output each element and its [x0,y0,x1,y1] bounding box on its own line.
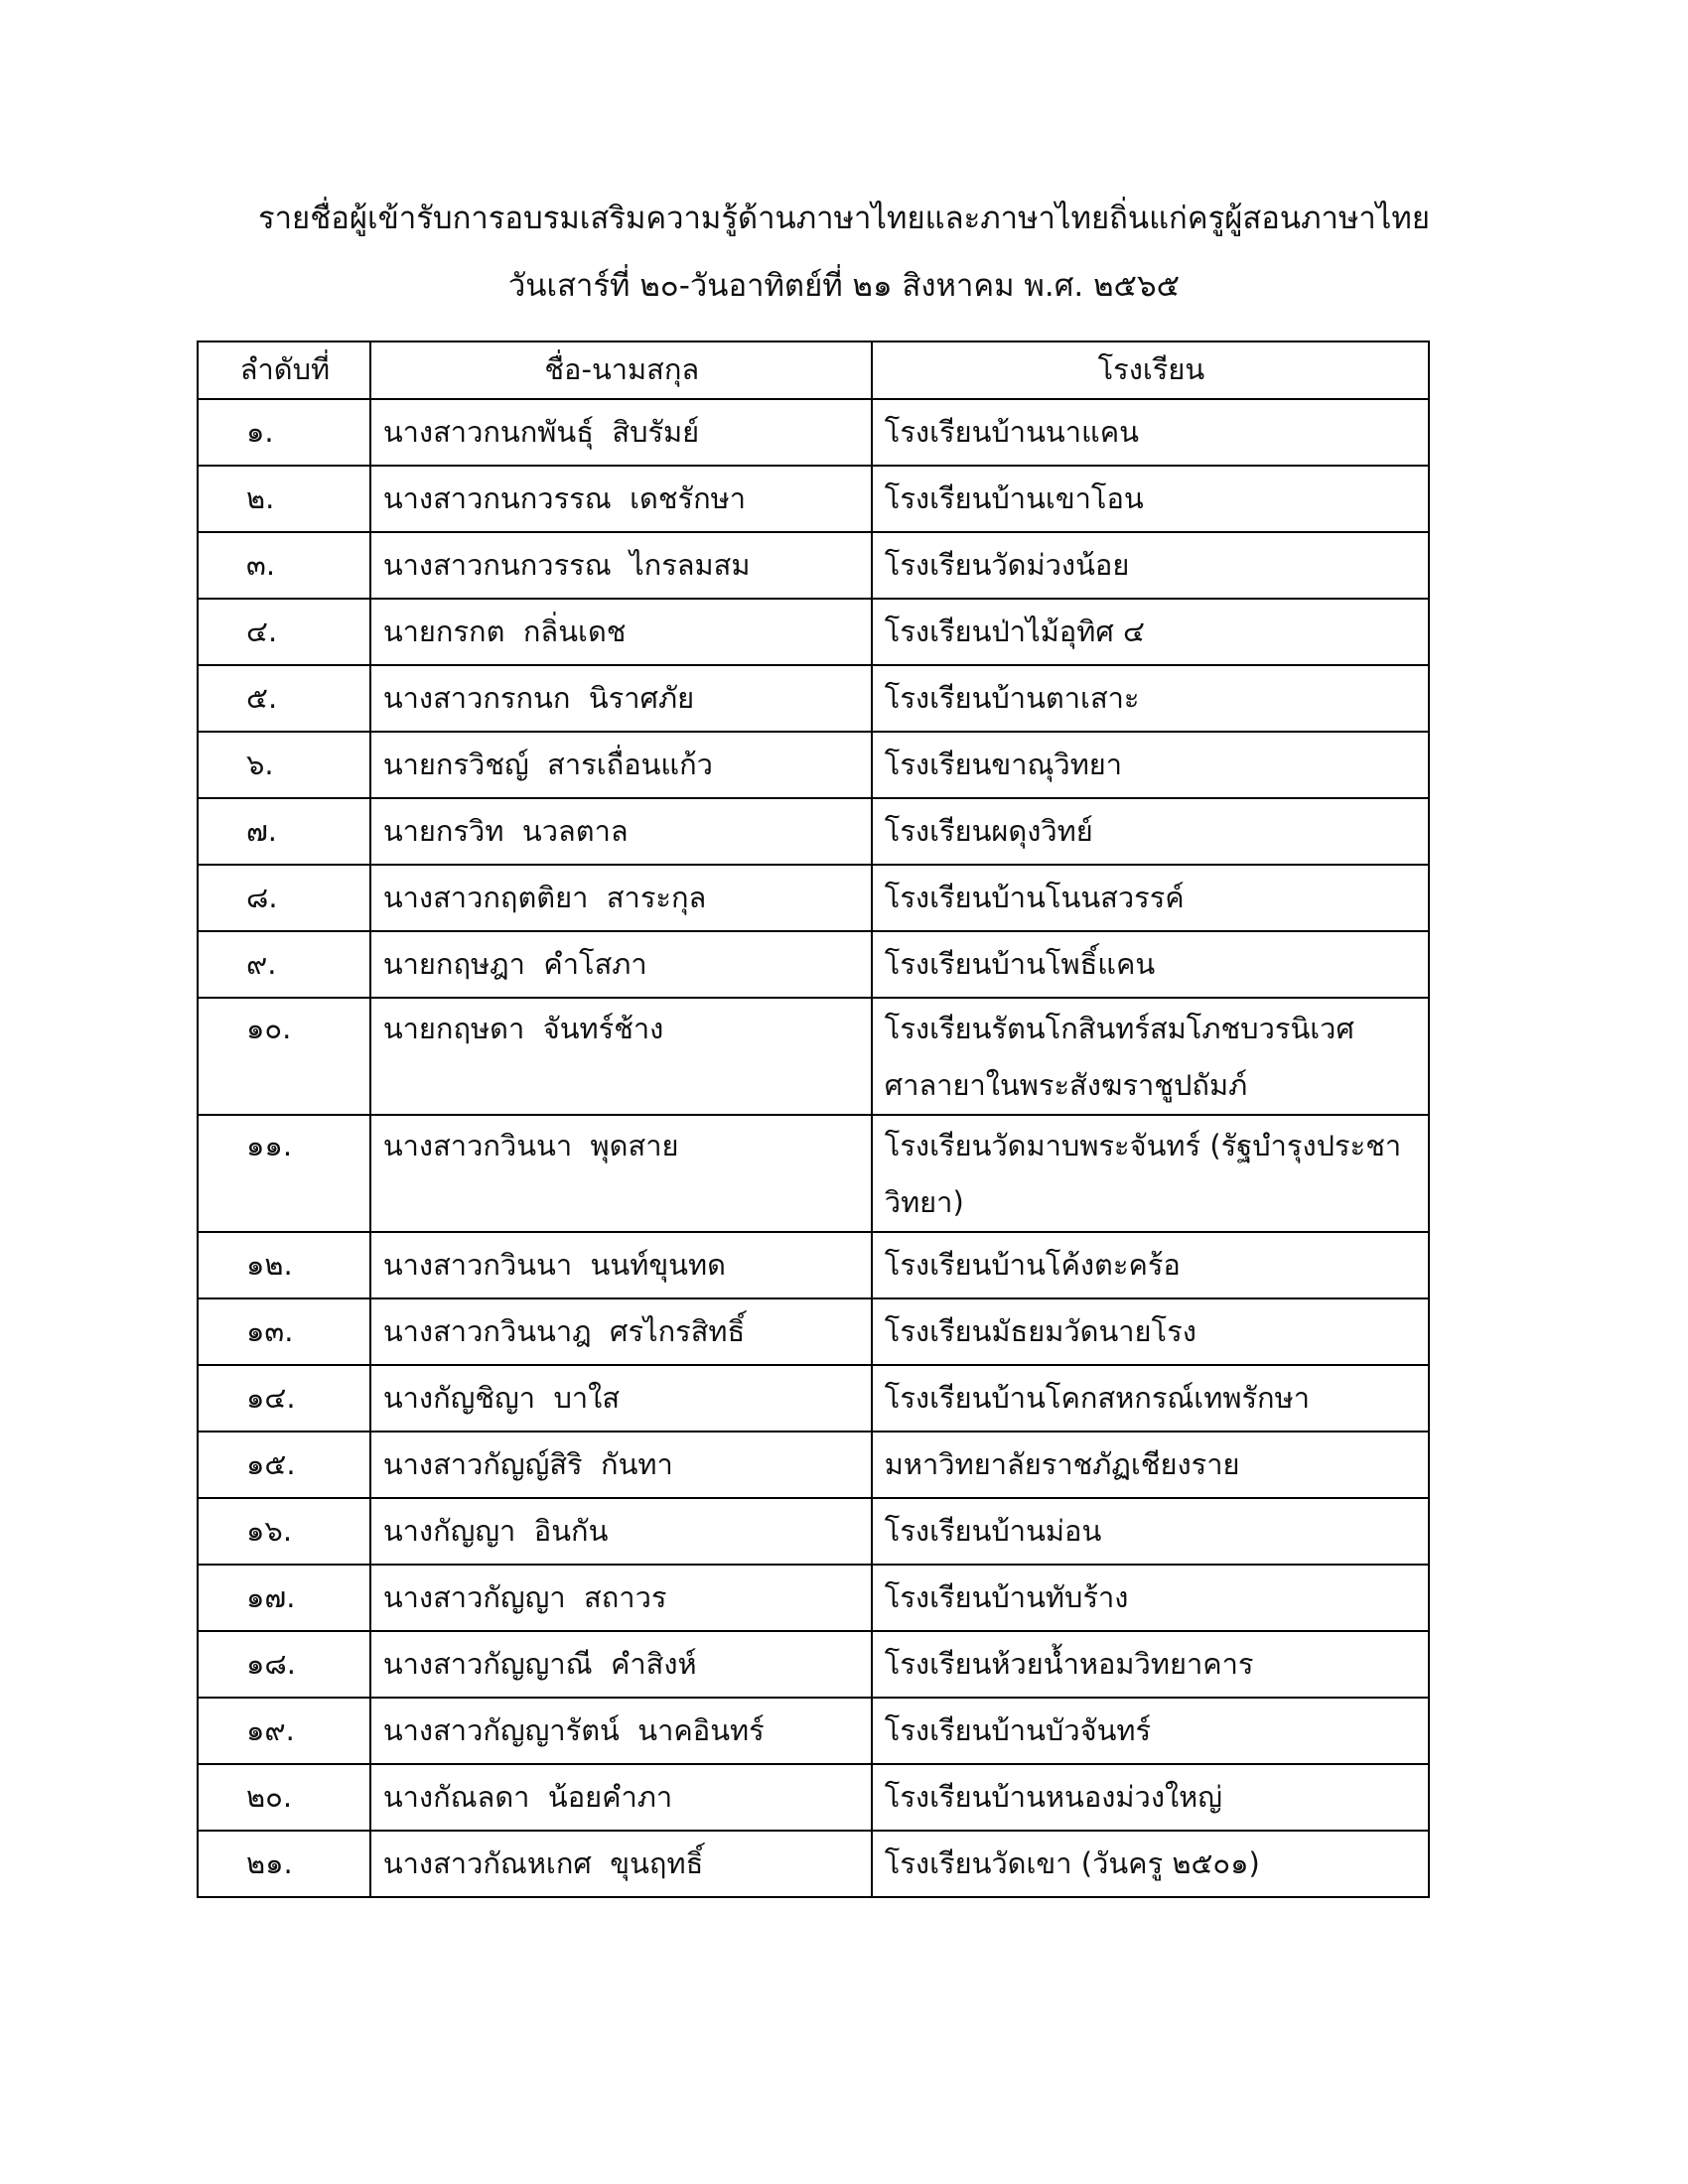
table-row: ๓. นางสาวกนกวรรณ ไกรลมสม โรงเรียนวัดม่วงน้… [197,531,1431,600]
column-header-school: โรงเรียน [870,341,1431,400]
document-title: รายชื่อผู้เข้ารับการอบรมเสริมความรู้ด้าน… [258,201,1430,236]
table-row: ๘. นางสาวกฤตติยา สาระกุล โรงเรียนบ้านโนนสว… [197,864,1431,932]
row-number: ๙. [197,930,371,999]
school-name: โรงเรียนบ้านโนนสวรรค์ [870,864,1431,932]
school-name: โรงเรียนขาณุวิทยา [870,731,1431,799]
school-name: โรงเรียนบ้านตาเสาะ [870,664,1431,733]
table-row: ๑๙. นางสาวกัญญารัตน์ นาคอินทร์ โรงเรียนบ้า… [197,1697,1431,1765]
school-name: โรงเรียนวัดเขา (วันครู ๒๕๐๑) [870,1830,1431,1898]
school-name: โรงเรียนบ้านหนองม่วงใหญ่ [870,1763,1431,1832]
participant-name: นางสาวกัญญ์สิริ กันทา [368,1431,873,1499]
column-header-number: ลำดับที่ [197,341,371,400]
school-name: โรงเรียนบ้านม่อน [870,1497,1431,1566]
participant-name: นางกัญญา อินกัน [368,1497,873,1566]
row-number: ๑๐. [197,997,371,1116]
participant-name: นายกรวิชญ์ สารเถื่อนแก้ว [368,731,873,799]
school-name: โรงเรียนห้วยน้ำหอมวิทยาคาร [870,1630,1431,1699]
row-number: ๔. [197,598,371,666]
table-row: ๑๘. นางสาวกัญญาณี คำสิงห์ โรงเรียนห้วยน้ำห… [197,1630,1431,1699]
participant-name: นางกัณลดา น้อยคำภา [368,1763,873,1832]
table-row: ๑๕. นางสาวกัญญ์สิริ กันทา มหาวิทยาลัยราชภั… [197,1431,1431,1499]
participant-name: นายกรกต กลิ่นเดช [368,598,873,666]
participants-table: ลำดับที่ ชื่อ-นามสกุล โรงเรียน ๑. นางสาวก… [197,341,1431,1898]
school-name: โรงเรียนรัตนโกสินทร์สมโภชบวรนิเวศศาลายาใ… [870,997,1431,1116]
row-number: ๖. [197,731,371,799]
school-name: โรงเรียนผดุงวิทย์ [870,797,1431,866]
row-number: ๗. [197,797,371,866]
participant-name: นางสาวกวินนา นนท์ขุนทด [368,1231,873,1299]
school-name: โรงเรียนบ้านโคกสหกรณ์เทพรักษา [870,1364,1431,1433]
participant-name: นางสาวกัญญารัตน์ นาคอินทร์ [368,1697,873,1765]
row-number: ๕. [197,664,371,733]
school-name: โรงเรียนบ้านนาแคน [870,398,1431,467]
participant-name: นางกัญชิญา บาใส [368,1364,873,1433]
row-number: ๑๓. [197,1297,371,1366]
table-row: ๑๒. นางสาวกวินนา นนท์ขุนทด โรงเรียนบ้านโค้… [197,1231,1431,1299]
participant-name: นางสาวกฤตติยา สาระกุล [368,864,873,932]
participant-name: นางสาวกนกพันธุ์ สิบรัมย์ [368,398,873,467]
school-name: โรงเรียนบ้านโค้งตะคร้อ [870,1231,1431,1299]
school-name: โรงเรียนป่าไม้อุทิศ ๔ [870,598,1431,666]
row-number: ๑๖. [197,1497,371,1566]
table-header-row: ลำดับที่ ชื่อ-นามสกุล โรงเรียน [197,341,1431,400]
row-number: ๑. [197,398,371,467]
table-row: ๑๓. นางสาวกวินนาฎ ศรไกรสิทธิ์ โรงเรียนมัธย… [197,1297,1431,1366]
participant-name: นายกฤษฎา คำโสภา [368,930,873,999]
school-name: โรงเรียนมัธยมวัดนายโรง [870,1297,1431,1366]
table-row: ๑๐. นายกฤษดา จันทร์ช้าง โรงเรียนรัตนโกสินท… [197,997,1431,1116]
row-number: ๑๒. [197,1231,371,1299]
row-number: ๑๕. [197,1431,371,1499]
participant-name: นายกฤษดา จันทร์ช้าง [368,997,873,1116]
school-name: โรงเรียนวัดม่วงน้อย [870,531,1431,600]
participant-name: นางสาวกัณหเกศ ขุนฤทธิ์ [368,1830,873,1898]
table-row: ๑๑. นางสาวกวินนา พุดสาย โรงเรียนวัดมาบพระจ… [197,1114,1431,1233]
school-name: มหาวิทยาลัยราชภัฏเชียงราย [870,1431,1431,1499]
table-row: ๒๑. นางสาวกัณหเกศ ขุนฤทธิ์ โรงเรียนวัดเขา … [197,1830,1431,1898]
row-number: ๑๙. [197,1697,371,1765]
row-number: ๑๘. [197,1630,371,1699]
table-row: ๒๐. นางกัณลดา น้อยคำภา โรงเรียนบ้านหนองม่ว… [197,1763,1431,1832]
row-number: ๒๑. [197,1830,371,1898]
row-number: ๘. [197,864,371,932]
school-name: โรงเรียนบ้านบัวจันทร์ [870,1697,1431,1765]
table-row: ๒. นางสาวกนกวรรณ เดชรักษา โรงเรียนบ้านเขาโ… [197,465,1431,533]
school-name: โรงเรียนบ้านโพธิ์แคน [870,930,1431,999]
table-row: ๑๖. นางกัญญา อินกัน โรงเรียนบ้านม่อน [197,1497,1431,1566]
row-number: ๑๔. [197,1364,371,1433]
table-row: ๖. นายกรวิชญ์ สารเถื่อนแก้ว โรงเรียนขาณุวิ… [197,731,1431,799]
table-row: ๑๗. นางสาวกัญญา สถาวร โรงเรียนบ้านทับร้าง [197,1564,1431,1632]
row-number: ๑๗. [197,1564,371,1632]
table-row: ๙. นายกฤษฎา คำโสภา โรงเรียนบ้านโพธิ์แคน [197,930,1431,999]
participant-name: นางสาวกัญญา สถาวร [368,1564,873,1632]
participant-name: นางสาวกวินนา พุดสาย [368,1114,873,1233]
school-name: โรงเรียนบ้านทับร้าง [870,1564,1431,1632]
document-date: วันเสาร์ที่ ๒๐-วันอาทิตย์ที่ ๒๑ สิงหาคม … [507,268,1181,304]
row-number: ๑๑. [197,1114,371,1233]
table-row: ๕. นางสาวกรกนก นิราศภัย โรงเรียนบ้านตาเสาะ [197,664,1431,733]
row-number: ๒. [197,465,371,533]
school-name: โรงเรียนวัดมาบพระจันทร์ (รัฐบำรุงประชาวิ… [870,1114,1431,1233]
participant-name: นางสาวกัญญาณี คำสิงห์ [368,1630,873,1699]
school-name: โรงเรียนบ้านเขาโอน [870,465,1431,533]
column-header-name: ชื่อ-นามสกุล [368,341,873,400]
participant-name: นางสาวกวินนาฎ ศรไกรสิทธิ์ [368,1297,873,1366]
participant-name: นางสาวกนกวรรณ ไกรลมสม [368,531,873,600]
participant-name: นายกรวิท นวลตาล [368,797,873,866]
participant-name: นางสาวกรกนก นิราศภัย [368,664,873,733]
participant-name: นางสาวกนกวรรณ เดชรักษา [368,465,873,533]
table-row: ๑๔. นางกัญชิญา บาใส โรงเรียนบ้านโคกสหกรณ์เ… [197,1364,1431,1433]
table-row: ๑. นางสาวกนกพันธุ์ สิบรัมย์ โรงเรียนบ้านนา… [197,398,1431,467]
row-number: ๓. [197,531,371,600]
row-number: ๒๐. [197,1763,371,1832]
table-row: ๗. นายกรวิท นวลตาล โรงเรียนผดุงวิทย์ [197,797,1431,866]
table-row: ๔. นายกรกต กลิ่นเดช โรงเรียนป่าไม้อุทิศ ๔ [197,598,1431,666]
